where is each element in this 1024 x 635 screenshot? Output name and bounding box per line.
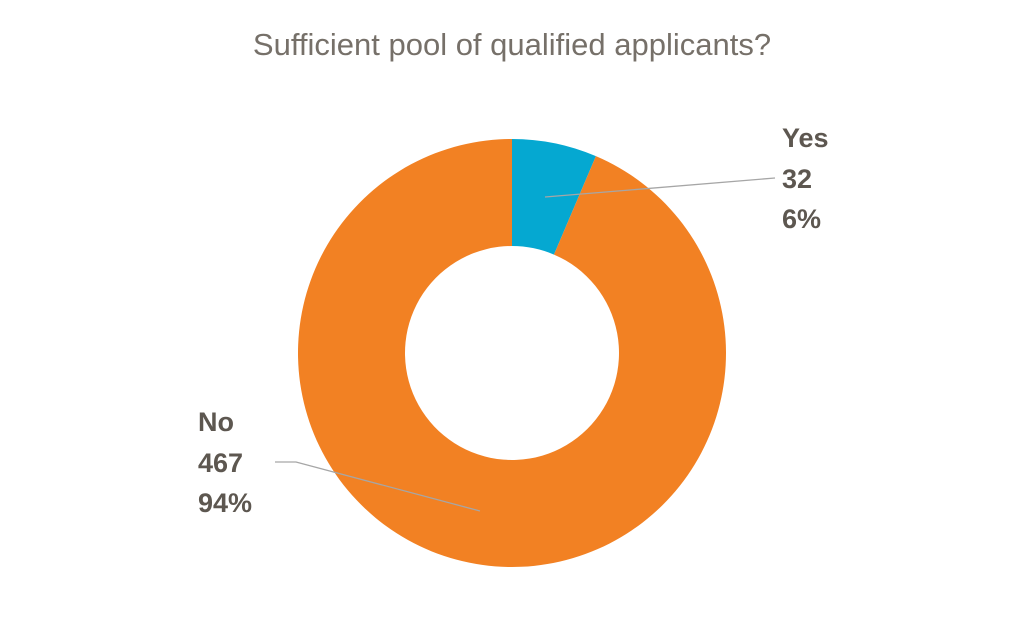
donut-slice bbox=[297, 139, 726, 567]
slice-value: 32 bbox=[782, 164, 812, 194]
slice-label: Yes bbox=[782, 123, 829, 153]
leader-line bbox=[275, 461, 481, 512]
chart-title: Sufficient pool of qualified applicants? bbox=[253, 27, 771, 62]
leader-line bbox=[544, 177, 776, 198]
slice-percent: 6% bbox=[782, 204, 821, 234]
slice-percent: 94% bbox=[198, 488, 252, 518]
slice-label: No bbox=[198, 407, 234, 437]
slice-value: 467 bbox=[198, 448, 243, 478]
